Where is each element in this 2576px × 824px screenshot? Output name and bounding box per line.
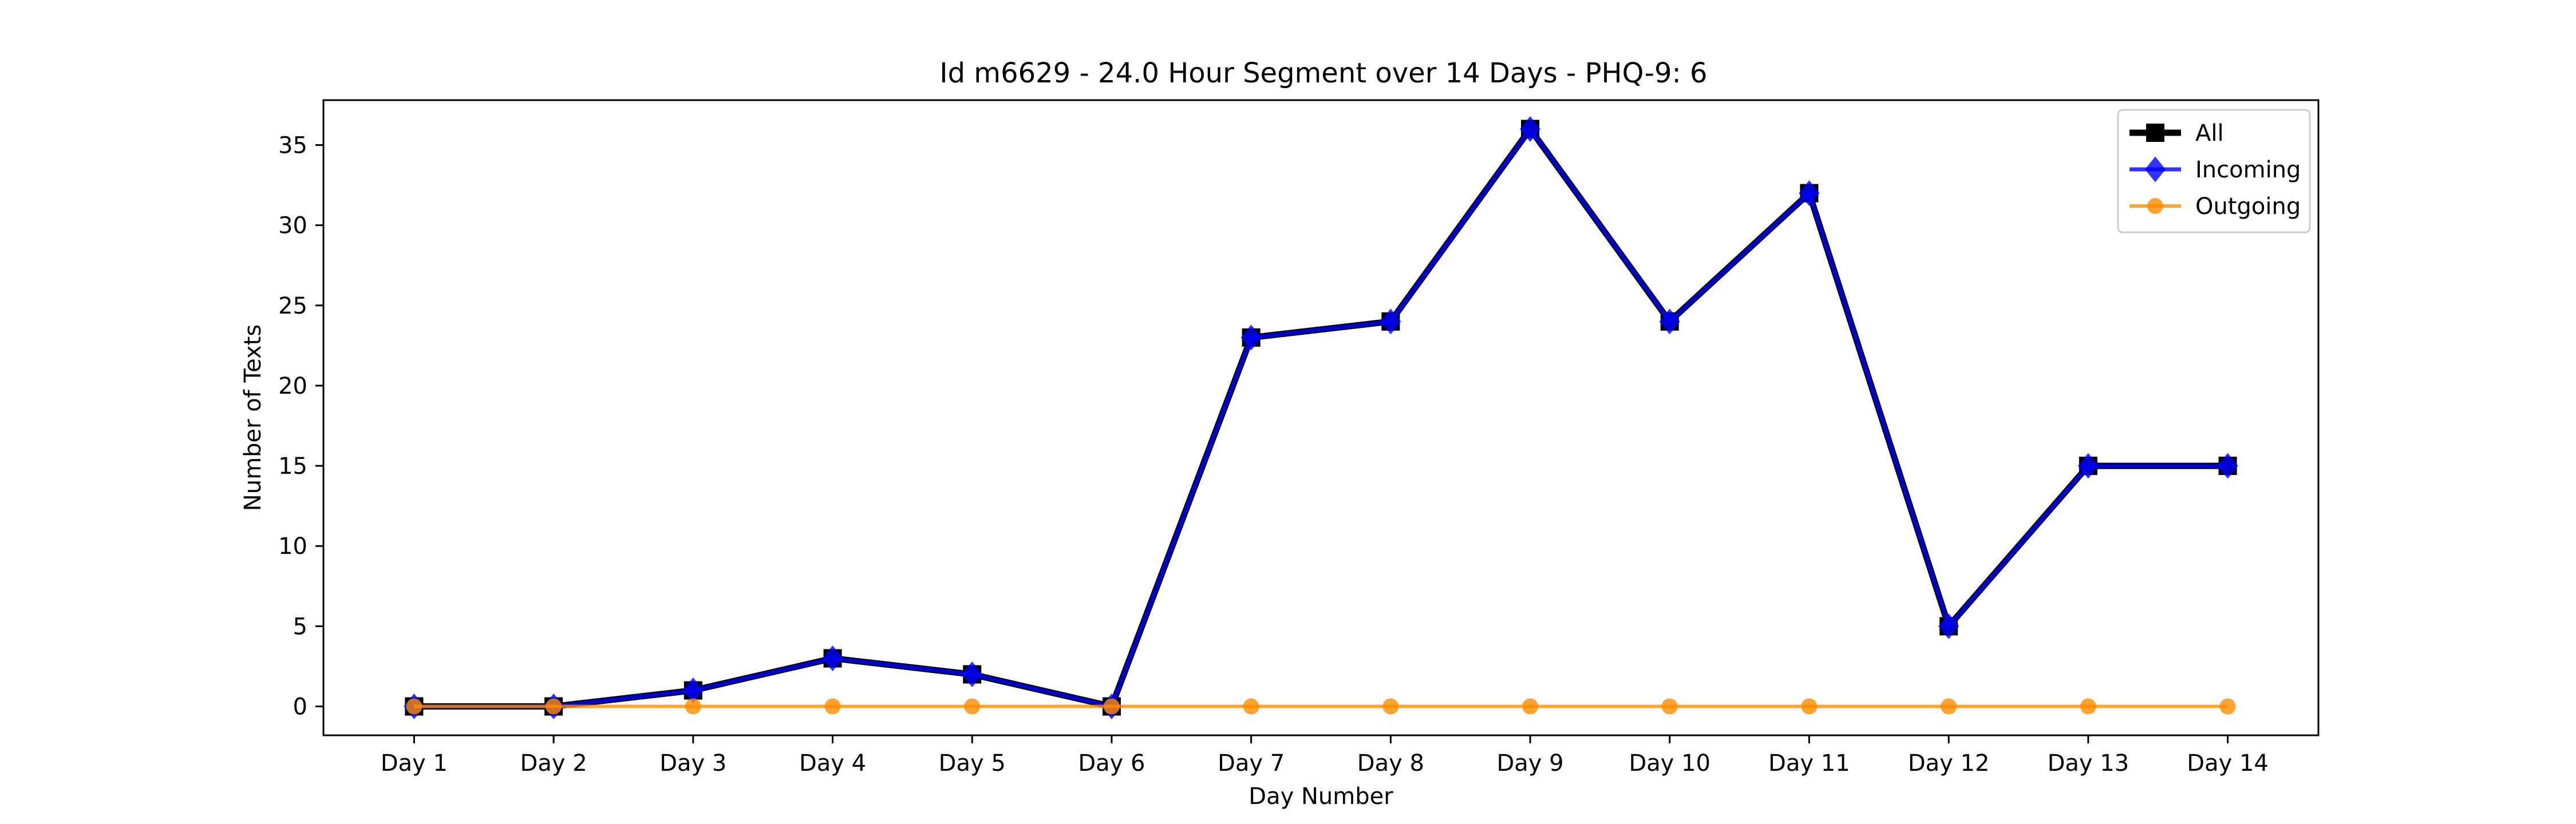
legend-entry: Incoming [2129,156,2301,183]
x-tick-label: Day 6 [1078,750,1145,777]
data-point [1382,698,1399,715]
x-tick-label: Day 2 [520,750,587,777]
y-axis-label: Number of Texts [240,324,266,511]
y-tick-label: 20 [278,373,307,399]
x-tick-label: Day 3 [659,750,726,777]
data-point [1801,698,1818,715]
data-point [1240,324,1262,351]
data-point [1522,698,1539,715]
data-point [2145,156,2166,183]
chart-title: Id m6629 - 24.0 Hour Segment over 14 Day… [939,57,1707,89]
x-tick-label: Day 9 [1496,750,1563,777]
plot-frame [322,99,2320,736]
x-tick-label: Day 10 [1629,750,1710,777]
data-point [682,678,704,704]
data-point [1103,698,1120,715]
legend: All Incoming Outgoing [2117,109,2311,233]
data-point [1941,698,1957,715]
data-point [1661,698,1678,715]
legend-entry: All [2129,120,2224,146]
y-tick-label: 35 [278,132,307,159]
data-point [1659,308,1680,335]
data-point [962,661,983,687]
x-axis: Day 1 Day 2 Day 3 Day 4 Day 5 Day 6 Day 7 Day 8… [381,735,2269,777]
plot-area [404,116,2238,720]
y-tick-label: 15 [278,453,307,480]
data-point [1799,180,1820,207]
data-point [1520,116,1541,142]
data-point [685,698,701,715]
data-point [2077,453,2099,479]
x-tick-label: Day 8 [1357,750,1424,777]
x-tick-label: Day 13 [2048,750,2129,777]
data-point [1243,698,1259,715]
x-tick-label: Day 12 [1908,750,1990,777]
data-point [2219,698,2236,715]
legend-label: Outgoing [2195,193,2301,220]
y-axis: 0 5 10 15 20 25 30 35 [278,132,323,720]
y-tick-label: 25 [278,293,307,319]
legend-entry: Outgoing [2129,193,2301,220]
data-point [2080,698,2096,715]
series-line-incoming [414,126,2228,709]
x-tick-label: Day 11 [1768,750,1850,777]
data-point [2217,453,2238,479]
x-tick-label: Day 5 [939,750,1006,777]
data-point [406,698,422,715]
series-incoming [404,116,2238,720]
x-axis-label: Day Number [1249,783,1393,810]
data-point [964,698,981,715]
legend-box [2117,109,2311,233]
data-point [2146,124,2164,142]
data-point [1938,613,1959,639]
legend-label: Incoming [2195,157,2301,183]
x-tick-label: Day 1 [381,750,448,777]
data-point [824,698,841,715]
y-tick-label: 0 [293,694,307,720]
data-point [2147,198,2163,214]
x-tick-label: Day 7 [1218,750,1285,777]
legend-label: All [2195,120,2224,146]
y-tick-label: 30 [278,213,307,239]
x-tick-label: Day 14 [2187,750,2269,777]
y-tick-label: 10 [278,533,307,560]
data-point [822,645,843,671]
data-point [546,698,562,715]
x-tick-label: Day 4 [799,750,866,777]
series-outgoing [406,698,2236,715]
data-point [1380,308,1401,335]
y-tick-label: 5 [293,613,307,640]
